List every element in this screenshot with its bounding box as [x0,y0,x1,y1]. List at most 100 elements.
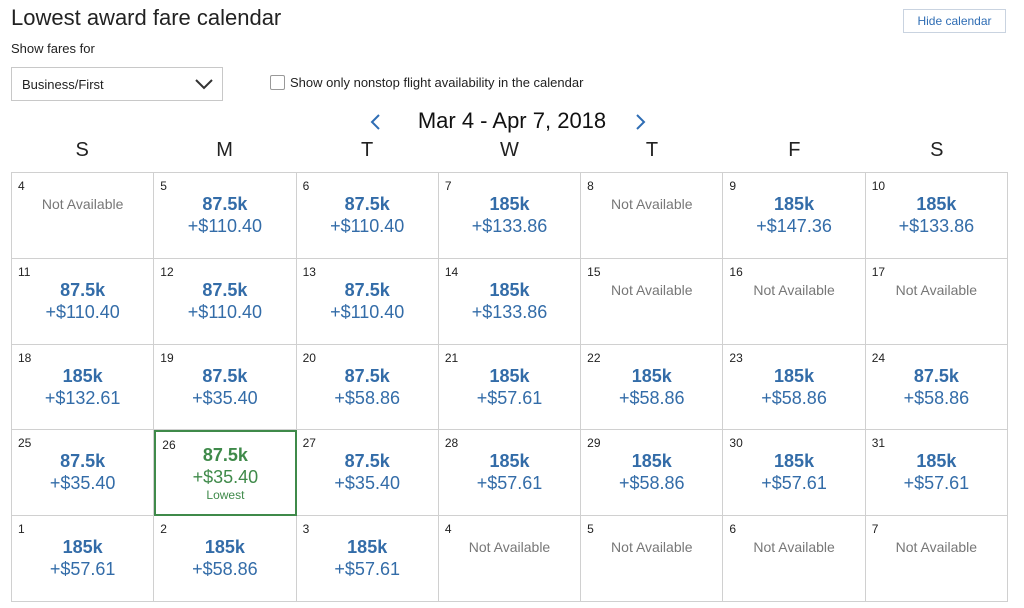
hide-calendar-button[interactable]: Hide calendar [903,9,1006,33]
not-available-text: Not Available [895,281,978,298]
calendar-day-cell[interactable]: 25 87.5k +$35.40 [12,430,155,517]
calendar-day-cell[interactable]: 13 87.5k +$110.40 [296,258,439,345]
fare-content: 185k +$133.86 [866,193,1007,237]
cabin-select-value: Business/First [22,76,104,92]
fare-content: 185k +$57.61 [439,450,580,494]
day-number: 20 [302,350,316,365]
day-number: 13 [302,264,316,279]
calendar-day-cell[interactable]: 7 Not Available [865,516,1008,602]
calendar-day-cell[interactable]: 1 185k +$57.61 [12,516,155,602]
fare-content: 87.5k +$35.40 Lowest [156,444,294,502]
calendar-day-cell[interactable]: 17 Not Available [865,258,1008,345]
weekday-label: F [788,139,801,161]
not-available-text: Not Available [41,196,124,212]
fare-taxes: +$58.86 [618,387,685,408]
weekday-header: S M T W T F S [11,139,1008,162]
calendar-day-cell[interactable]: 11 87.5k +$110.40 [12,258,155,345]
fare-content: Not Available [581,536,722,555]
calendar-day-cell[interactable]: 22 185k +$58.86 [581,344,724,431]
calendar-day-cell[interactable]: 26 87.5k +$35.40 Lowest [154,430,297,517]
fare-content: 87.5k +$110.40 [154,279,295,323]
calendar-day-cell[interactable]: 4 Not Available [438,516,582,602]
fare-taxes: +$58.86 [903,387,970,408]
day-number: 7 [871,522,879,537]
calendar-day-cell[interactable]: 5 87.5k +$110.40 [154,173,297,259]
fare-content: 185k +$58.86 [154,536,295,580]
fare-miles: 87.5k [913,365,959,386]
calendar-day-cell[interactable]: 3 185k +$57.61 [296,516,439,602]
weekday-label: S [75,139,89,161]
fare-taxes: +$133.86 [898,216,975,236]
day-number: 2 [160,522,167,537]
fare-content: Not Available [866,536,1007,555]
fare-content: 185k +$57.61 [297,536,438,580]
day-number: 28 [444,436,459,451]
calendar-day-cell[interactable]: 27 87.5k +$35.40 [296,430,439,517]
calendar-day-cell[interactable]: 9 185k +$147.36 [723,173,866,259]
nonstop-checkbox[interactable] [270,75,285,90]
calendar-day-cell[interactable]: 15 Not Available [581,258,724,345]
fare-content: Not Available [581,193,722,212]
calendar-day-cell[interactable]: 6 Not Available [723,516,866,602]
fare-content: 185k +$57.61 [723,450,864,494]
calendar-day-cell[interactable]: 29 185k +$58.86 [581,430,724,517]
not-available-text: Not Available [753,539,835,556]
fare-miles: 185k [631,365,672,386]
calendar-day-cell[interactable]: 2 185k +$58.86 [154,516,297,602]
calendar-day-cell[interactable]: 12 87.5k +$110.40 [154,258,297,345]
fare-taxes: +$57.61 [761,473,827,494]
fare-taxes: +$110.40 [330,301,405,322]
fare-miles: 185k [62,537,103,558]
calendar-grid: 4 Not Available 5 87.5k +$110.40 6 87.5k +$110.… [11,172,1008,602]
calendar-day-cell[interactable]: 20 87.5k +$58.86 [296,344,439,431]
day-number: 10 [871,179,886,193]
chevron-right-icon[interactable] [634,113,648,131]
calendar-day-cell[interactable]: 31 185k +$57.61 [865,430,1008,517]
fare-taxes: +$58.86 [334,387,400,408]
fare-content: 185k +$133.86 [439,193,580,237]
day-number: 4 [18,179,25,193]
fare-miles: 185k [347,537,388,558]
fare-taxes: +$58.86 [618,473,685,494]
day-number: 6 [729,522,737,537]
nonstop-option[interactable]: Show only nonstop flight availability in… [270,75,583,90]
calendar-day-cell[interactable]: 28 185k +$57.61 [438,430,582,517]
day-number: 14 [444,264,459,279]
calendar-day-cell[interactable]: 7 185k +$133.86 [438,173,582,259]
day-number: 24 [871,350,886,365]
calendar-day-cell[interactable]: 16 Not Available [723,258,866,345]
fare-content: 185k +$57.61 [12,536,153,580]
fare-taxes: +$57.61 [334,559,400,580]
calendar-day-cell[interactable]: 30 185k +$57.61 [723,430,866,517]
fare-taxes: +$110.40 [330,216,405,236]
fare-taxes: +$57.61 [476,387,543,408]
calendar-day-cell[interactable]: 18 185k +$132.61 [12,344,155,431]
calendar-day-cell[interactable]: 5 Not Available [581,516,724,602]
calendar-day-cell[interactable]: 6 87.5k +$110.40 [296,173,439,259]
fare-miles: 185k [774,451,815,472]
calendar-day-cell[interactable]: 8 Not Available [581,173,724,259]
day-number: 8 [587,179,594,193]
calendar-day-cell[interactable]: 4 Not Available [12,173,155,259]
fare-taxes: +$57.61 [903,473,970,494]
fare-miles: 87.5k [60,451,106,472]
day-number: 5 [160,179,167,193]
calendar-day-cell[interactable]: 24 87.5k +$58.86 [865,344,1008,431]
fare-taxes: +$35.40 [334,473,400,494]
cabin-select[interactable]: Business/First [11,67,223,101]
calendar-day-cell[interactable]: 10 185k +$133.86 [865,173,1008,259]
chevron-left-icon[interactable] [368,113,382,131]
fare-content: 185k +$132.61 [12,365,153,409]
chevron-down-icon [195,79,213,90]
day-number: 12 [160,264,174,279]
fare-content: Not Available [866,279,1007,298]
fare-content: 185k +$147.36 [723,193,864,237]
calendar-day-cell[interactable]: 19 87.5k +$35.40 [154,344,297,431]
fare-content: Not Available [723,279,864,298]
calendar-day-cell[interactable]: 14 185k +$133.86 [438,258,582,345]
calendar-day-cell[interactable]: 23 185k +$58.86 [723,344,866,431]
weekday-label: T [645,139,659,161]
calendar-day-cell[interactable]: 21 185k +$57.61 [438,344,582,431]
day-number: 1 [18,522,25,537]
not-available-text: Not Available [468,539,551,556]
